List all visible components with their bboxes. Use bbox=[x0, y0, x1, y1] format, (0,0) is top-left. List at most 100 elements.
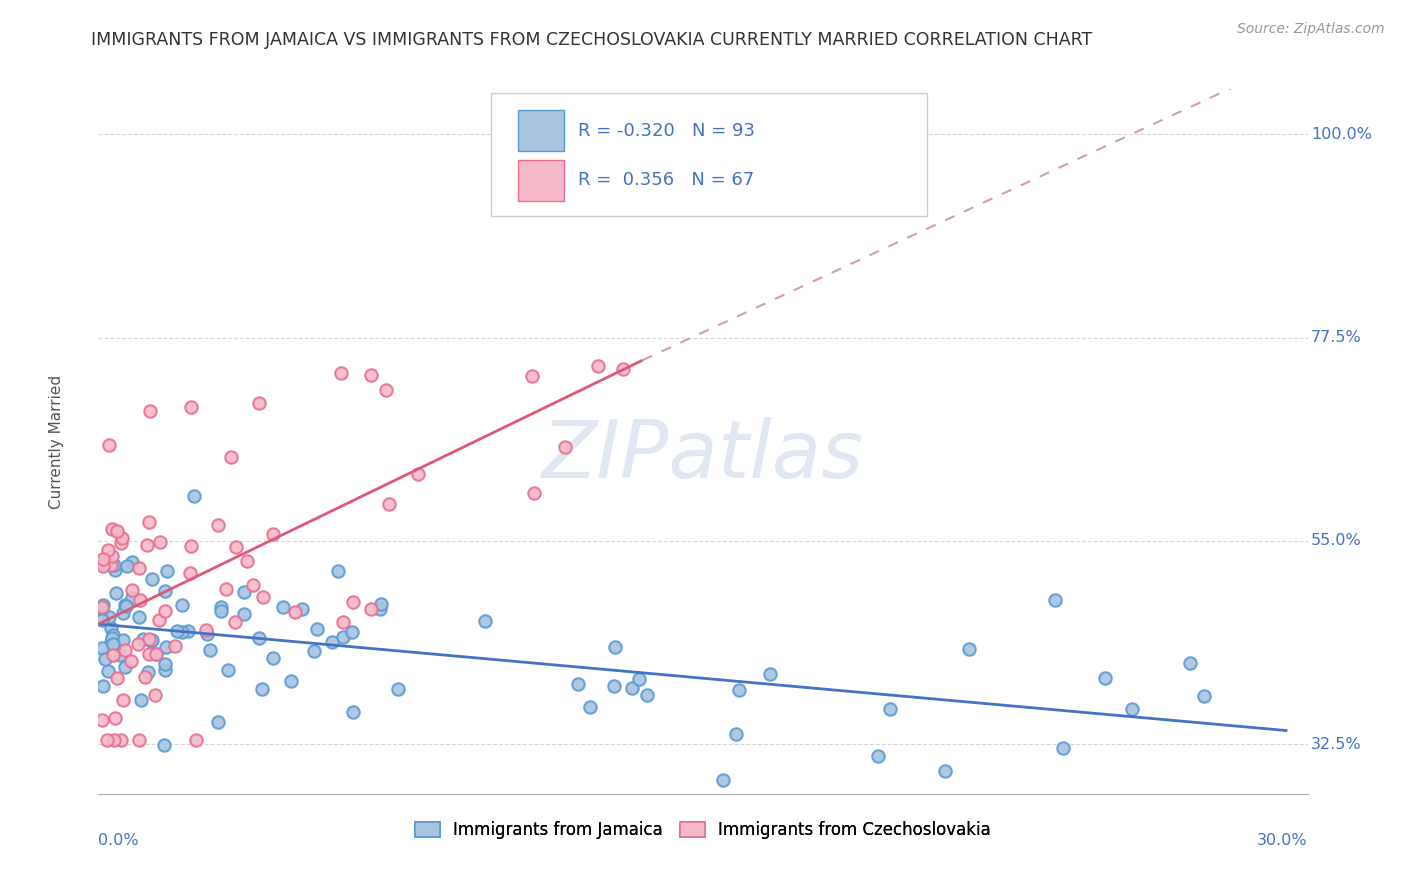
Point bbox=[148, 614, 170, 628]
Point bbox=[110, 536, 132, 550]
Point bbox=[100, 558, 122, 573]
Point bbox=[184, 732, 207, 747]
Point bbox=[97, 437, 120, 451]
Point bbox=[567, 677, 589, 691]
Point bbox=[156, 564, 179, 578]
Point bbox=[108, 648, 131, 662]
Point bbox=[370, 602, 392, 616]
Point bbox=[209, 599, 232, 614]
Point bbox=[342, 595, 364, 609]
Point bbox=[198, 643, 221, 657]
Point bbox=[252, 591, 274, 605]
Point bbox=[554, 440, 576, 454]
Point bbox=[724, 727, 747, 741]
Point bbox=[121, 555, 143, 569]
Point bbox=[91, 679, 114, 693]
Point bbox=[387, 682, 409, 697]
Point bbox=[360, 368, 382, 382]
Point bbox=[152, 738, 174, 752]
Point bbox=[711, 773, 734, 788]
Point bbox=[195, 627, 218, 641]
Point bbox=[105, 524, 128, 538]
Point bbox=[128, 609, 150, 624]
Point bbox=[141, 633, 163, 648]
Point bbox=[139, 634, 162, 648]
Point bbox=[242, 578, 264, 592]
Text: 32.5%: 32.5% bbox=[1312, 737, 1362, 752]
Point bbox=[628, 673, 651, 687]
Point bbox=[179, 566, 201, 580]
Point bbox=[91, 640, 114, 655]
Point bbox=[97, 543, 120, 558]
Point bbox=[103, 563, 125, 577]
Text: Currently Married: Currently Married bbox=[49, 375, 63, 508]
Text: Source: ZipAtlas.com: Source: ZipAtlas.com bbox=[1237, 22, 1385, 37]
Point bbox=[262, 527, 284, 541]
Point bbox=[163, 640, 186, 654]
Point bbox=[141, 572, 163, 586]
Point bbox=[728, 683, 751, 698]
Point bbox=[340, 625, 363, 640]
Point bbox=[129, 593, 152, 607]
Point bbox=[121, 591, 143, 605]
Point bbox=[233, 585, 256, 599]
Point bbox=[375, 383, 398, 397]
Point bbox=[959, 642, 981, 657]
Point bbox=[143, 689, 166, 703]
Point bbox=[131, 632, 153, 647]
Point bbox=[180, 400, 202, 414]
Point bbox=[127, 637, 149, 651]
Point bbox=[250, 681, 273, 696]
Point bbox=[114, 642, 136, 657]
Text: R = -0.320   N = 93: R = -0.320 N = 93 bbox=[578, 122, 755, 140]
Point bbox=[110, 732, 132, 747]
Text: R =  0.356   N = 67: R = 0.356 N = 67 bbox=[578, 171, 755, 189]
Point bbox=[636, 688, 658, 702]
Point bbox=[153, 583, 176, 598]
Point bbox=[291, 602, 314, 616]
Point bbox=[104, 586, 127, 600]
Point bbox=[94, 557, 117, 571]
Point bbox=[217, 663, 239, 677]
Point bbox=[91, 602, 114, 616]
Point bbox=[868, 749, 890, 764]
Point bbox=[134, 670, 156, 684]
Point bbox=[332, 630, 354, 644]
Point bbox=[207, 715, 229, 730]
Point bbox=[94, 652, 117, 666]
Point bbox=[103, 732, 125, 747]
Point bbox=[101, 631, 124, 645]
Point bbox=[100, 635, 122, 649]
Point bbox=[101, 522, 124, 536]
Point bbox=[934, 764, 956, 779]
Point bbox=[1192, 690, 1215, 704]
Point bbox=[195, 623, 218, 637]
FancyBboxPatch shape bbox=[517, 160, 564, 201]
Point bbox=[104, 711, 127, 725]
Point bbox=[360, 601, 382, 615]
Point bbox=[103, 637, 125, 651]
Point bbox=[91, 598, 114, 612]
Point bbox=[332, 615, 354, 629]
Point bbox=[153, 604, 176, 618]
Point bbox=[321, 634, 343, 648]
Point bbox=[305, 622, 328, 636]
Point bbox=[520, 369, 543, 384]
Point bbox=[149, 535, 172, 549]
Point bbox=[97, 665, 120, 679]
Point bbox=[225, 540, 247, 554]
Point bbox=[145, 647, 167, 661]
Point bbox=[262, 651, 284, 665]
Point bbox=[111, 693, 134, 707]
Point bbox=[129, 693, 152, 707]
Point bbox=[155, 640, 177, 655]
Point bbox=[114, 598, 136, 612]
Point bbox=[100, 549, 122, 563]
Point bbox=[93, 551, 115, 566]
Point bbox=[1121, 702, 1143, 716]
Point bbox=[236, 554, 259, 568]
Point bbox=[120, 654, 142, 668]
Point bbox=[579, 699, 602, 714]
Point bbox=[180, 539, 202, 553]
Point bbox=[523, 485, 546, 500]
